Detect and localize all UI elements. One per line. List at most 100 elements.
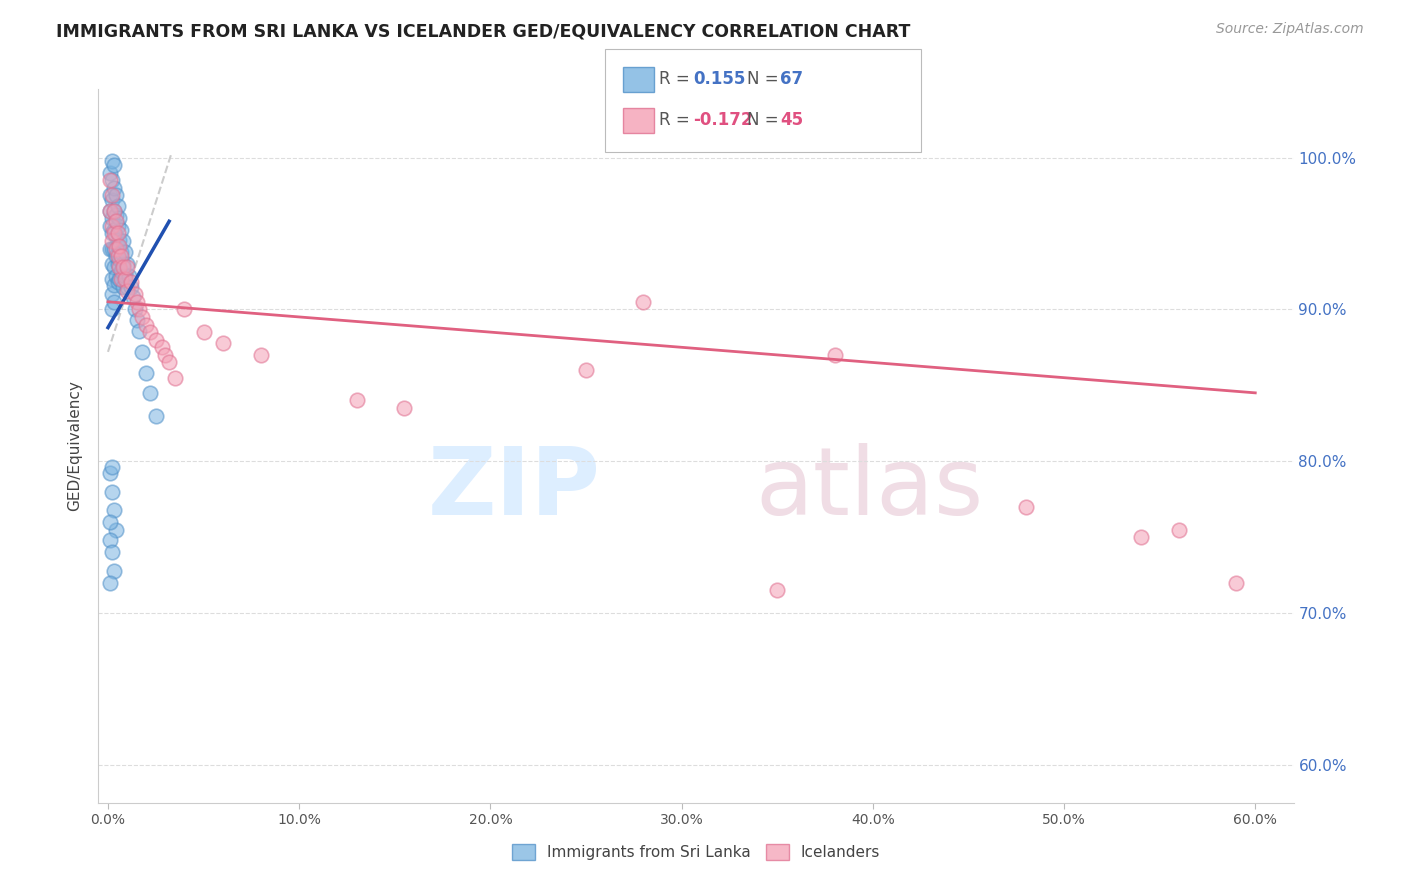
Point [108,211,131,226]
Point [1225,575,1247,590]
Point [110,272,132,286]
Point [112,234,135,248]
Point [101,173,124,187]
Point [101,302,124,317]
Point [145,333,167,347]
Point [112,260,135,274]
Point [101,484,124,499]
Point [101,227,124,241]
Point [107,257,129,271]
Point [104,229,127,244]
Point [101,460,124,475]
Point [193,325,215,339]
Point [1167,523,1189,537]
Point [163,370,186,384]
Point [120,279,142,293]
Point [103,203,125,218]
Text: R =: R = [659,112,696,129]
Point [128,302,150,317]
Point [110,249,132,263]
Text: IMMIGRANTS FROM SRI LANKA VS ICELANDER GED/EQUIVALENCY CORRELATION CHART: IMMIGRANTS FROM SRI LANKA VS ICELANDER G… [56,22,911,40]
Point [120,275,142,289]
Text: R =: R = [659,70,696,88]
Point [104,249,127,263]
Point [107,249,129,263]
Point [121,290,143,304]
Point [115,279,138,293]
Text: -0.172: -0.172 [693,112,752,129]
Point [824,348,846,362]
Point [107,199,129,213]
Point [114,244,136,259]
Point [98,203,121,218]
Point [107,238,129,252]
Point [114,272,136,286]
Point [98,173,121,187]
Point [104,523,127,537]
Point [115,260,138,274]
Point [103,158,125,172]
Point [250,348,273,362]
Point [98,166,121,180]
Y-axis label: GED/Equivalency: GED/Equivalency [67,381,83,511]
Point [108,252,131,267]
Point [101,272,124,286]
Point [118,268,141,283]
Point [145,409,167,423]
Point [103,294,125,309]
Point [110,223,132,237]
Point [101,287,124,301]
Text: ZIP: ZIP [427,442,600,535]
Point [104,208,127,222]
Point [98,533,121,548]
Point [157,355,180,369]
Point [346,393,368,408]
Point [104,242,127,256]
Point [108,233,131,247]
Point [110,244,132,259]
Point [103,227,125,241]
Point [104,188,127,202]
Point [128,324,150,338]
Point [135,366,157,380]
Point [107,227,129,241]
Point [101,211,124,226]
Point [135,318,157,332]
Point [98,515,121,529]
Point [103,260,125,274]
Point [155,348,177,362]
Point [101,257,124,271]
Point [124,287,146,301]
Point [108,260,131,274]
Point [131,310,153,324]
Point [211,335,233,350]
Point [98,203,121,218]
Point [103,203,125,218]
Point [124,302,146,317]
Point [112,279,135,293]
Point [139,325,162,339]
Point [104,268,127,283]
Point [125,313,148,327]
Point [766,583,789,598]
Point [103,181,125,195]
Point [98,188,121,202]
Text: atlas: atlas [756,442,984,535]
Point [107,219,129,233]
Text: N =: N = [747,70,783,88]
Text: 45: 45 [780,112,803,129]
Point [103,223,125,237]
Point [125,294,148,309]
Point [108,238,131,252]
Legend: Immigrants from Sri Lanka, Icelanders: Immigrants from Sri Lanka, Icelanders [506,838,886,866]
Point [98,219,121,233]
Point [112,257,135,271]
Point [575,363,598,377]
Point [101,234,124,248]
Point [101,193,124,207]
Point [173,302,195,317]
Text: N =: N = [747,112,783,129]
Point [131,344,153,359]
Point [115,257,138,271]
Point [1015,500,1038,514]
